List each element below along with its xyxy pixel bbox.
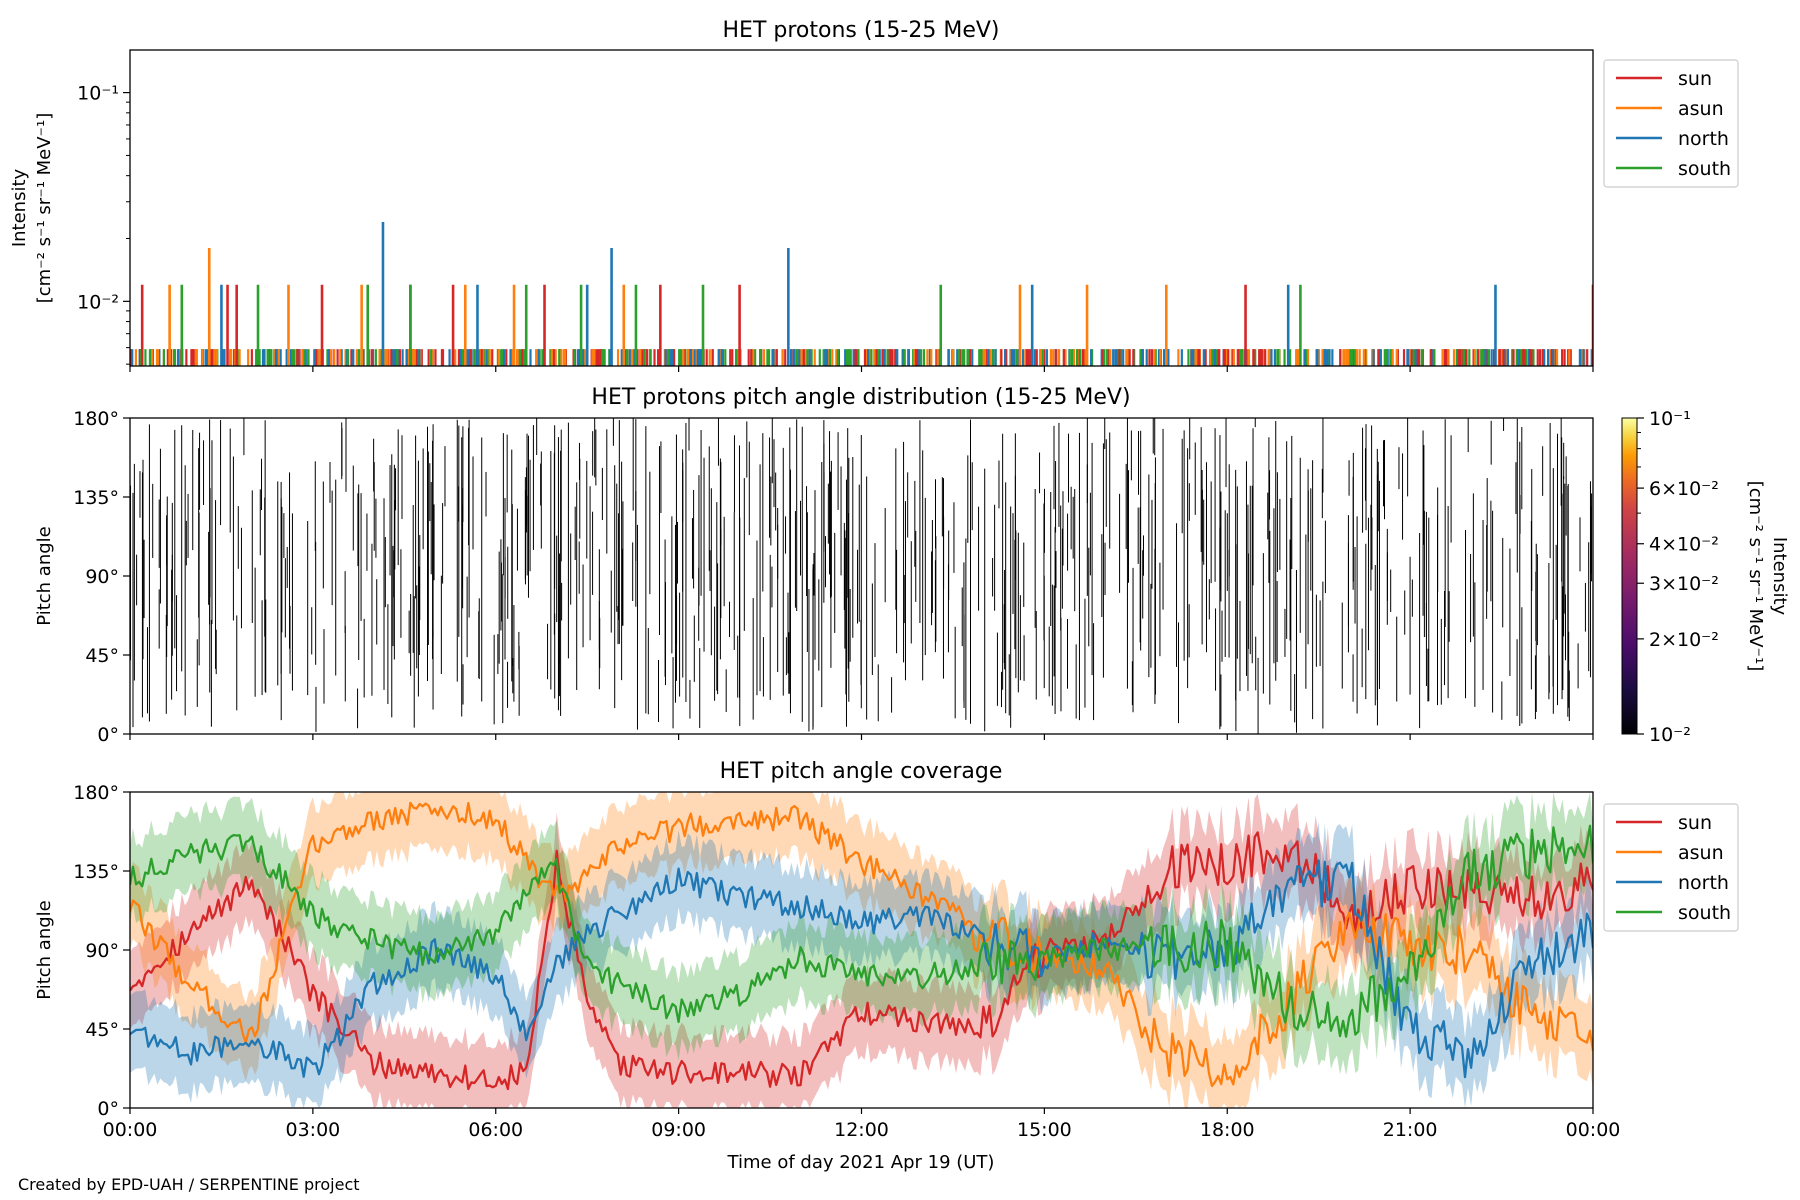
panel3-x-axis: 00:00 03:00 06:00 09:00 12:00 15:00 18:00 21:00… — [103, 1108, 1621, 1141]
y-tick-label: 45° — [85, 645, 119, 667]
y-tick-label: 0° — [97, 1098, 119, 1120]
panel3-legend-box — [1603, 803, 1739, 932]
panel-pad: HET protons pitch angle distribution (15… — [34, 385, 1790, 746]
colorbar-tick-label: 6×10⁻² — [1649, 478, 1719, 500]
legend-label-south: south — [1678, 902, 1731, 924]
x-tick-label: 09:00 — [651, 1119, 706, 1141]
y-tick-label: 90° — [85, 566, 119, 588]
colorbar-label-line2: [cm⁻² s⁻¹ sr⁻¹ MeV⁻¹] — [1745, 481, 1766, 672]
x-tick-label: 00:00 — [1566, 1119, 1621, 1141]
series-line-south — [130, 824, 1593, 1038]
colorbar-gradient — [1621, 417, 1638, 735]
credit-text: Created by EPD-UAH / SERPENTINE project — [18, 1175, 360, 1194]
y-tick-label: 10⁻¹ — [77, 83, 119, 105]
legend-label-asun: asun — [1678, 842, 1724, 864]
panel-intensity: HET protons (15-25 MeV) 10⁻¹ 10⁻² Intensi… — [9, 18, 1739, 372]
x-tick-label: 00:00 — [103, 1119, 158, 1141]
panel2-x-axis — [129, 734, 1594, 740]
y-tick-label: 135° — [73, 861, 119, 883]
panel2-plot-area — [130, 418, 1593, 734]
band-sun — [130, 793, 1593, 1108]
colorbar-tick-label: 10⁻¹ — [1649, 408, 1691, 430]
series-line-asun — [130, 801, 1593, 1088]
legend-label-sun: sun — [1678, 68, 1712, 90]
band-south — [130, 792, 1593, 1076]
y-tick-label: 180° — [73, 782, 119, 804]
panel1-legend-box — [1603, 59, 1739, 188]
legend-label-north: north — [1678, 872, 1729, 894]
legend-label-south: south — [1678, 158, 1731, 180]
x-axis-label: Time of day 2021 Apr 19 (UT) — [727, 1152, 995, 1173]
colorbar-ticks: 10⁻¹ 6×10⁻² 4×10⁻² 3×10⁻² 2×10⁻² 10⁻² — [1637, 408, 1719, 746]
panel3-plot-area — [130, 792, 1593, 1108]
colorbar-label-line1: Intensity — [1769, 537, 1790, 616]
x-tick-label: 12:00 — [834, 1119, 889, 1141]
legend-label-north: north — [1678, 128, 1729, 150]
x-tick-label: 03:00 — [285, 1119, 340, 1141]
panel1-ylabel-line2: [cm⁻² s⁻¹ sr⁻¹ MeV⁻¹] — [34, 113, 55, 304]
panel1-x-axis — [129, 366, 1594, 372]
colorbar-tick-label: 3×10⁻² — [1649, 573, 1719, 595]
y-tick-label: 135° — [73, 487, 119, 509]
panel3-legend: sun asun north south — [1603, 803, 1739, 932]
legend-label-asun: asun — [1678, 98, 1724, 120]
panel1-plot-area — [130, 221, 1593, 366]
panel3-y-axis: 0° 45° 90° 135° 180° — [73, 782, 130, 1120]
panel2-ylabel: Pitch angle — [34, 526, 55, 625]
x-tick-label: 18:00 — [1200, 1119, 1255, 1141]
x-tick-label: 06:00 — [468, 1119, 523, 1141]
panel1-title: HET protons (15-25 MeV) — [723, 18, 1000, 43]
panel1-frame — [129, 49, 1594, 367]
y-tick-label: 10⁻² — [77, 291, 119, 313]
y-tick-label: 180° — [73, 408, 119, 430]
x-tick-label: 21:00 — [1383, 1119, 1438, 1141]
panel3-ylabel: Pitch angle — [34, 900, 55, 999]
panel-coverage: HET pitch angle coverage 0° 45° 90° 135° 180… — [34, 759, 1739, 1141]
panel2-y-axis: 0° 45° 90° 135° 180° — [73, 408, 130, 746]
coverage-lines — [130, 801, 1593, 1091]
band-asun — [130, 792, 1593, 1108]
colorbar-tick-label: 2×10⁻² — [1649, 629, 1719, 651]
x-tick-label: 15:00 — [1017, 1119, 1072, 1141]
panel1-legend: sun asun north south — [1603, 59, 1739, 188]
legend-label-sun: sun — [1678, 812, 1712, 834]
colorbar: 10⁻¹ 6×10⁻² 4×10⁻² 3×10⁻² 2×10⁻² 10⁻² Intensi… — [1621, 408, 1790, 746]
panel3-title: HET pitch angle coverage — [720, 759, 1003, 784]
y-tick-label: 90° — [85, 940, 119, 962]
colorbar-tick-label: 10⁻² — [1649, 724, 1691, 746]
panel1-ylabel-line1: Intensity — [9, 168, 30, 247]
panel1-y-axis: 10⁻¹ 10⁻² — [77, 83, 130, 365]
panel2-title: HET protons pitch angle distribution (15… — [591, 385, 1130, 410]
y-tick-label: 45° — [85, 1019, 119, 1041]
series-line-north — [130, 859, 1593, 1079]
y-tick-label: 0° — [97, 724, 119, 746]
colorbar-tick-label: 4×10⁻² — [1649, 534, 1719, 556]
